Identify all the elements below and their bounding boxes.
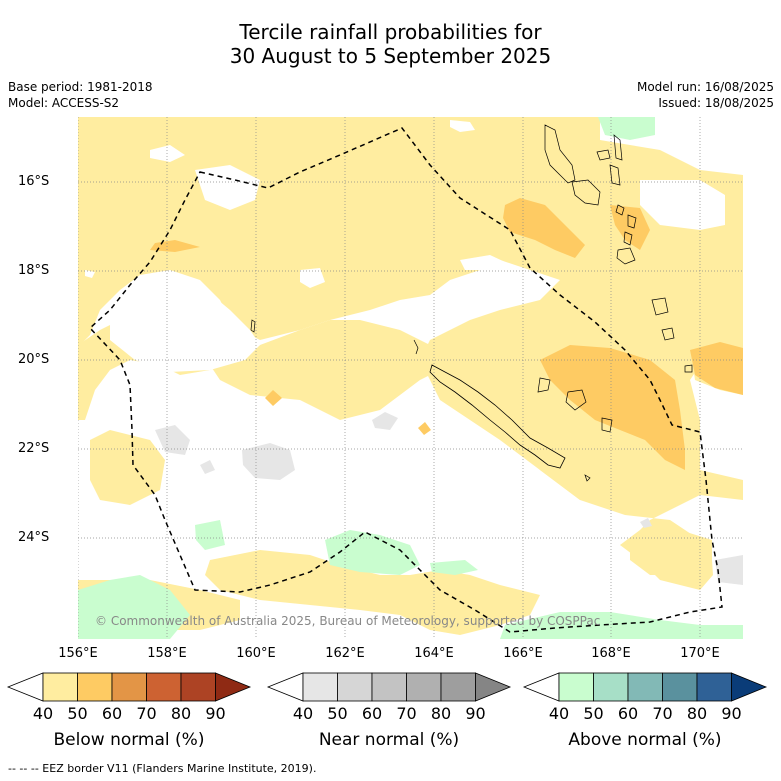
- colorbar-tick: 90: [721, 704, 742, 723]
- colorbar-tick: 40: [548, 704, 570, 723]
- lon-label: 156°E: [58, 646, 98, 661]
- gridlines: [78, 117, 743, 639]
- map-area: [78, 117, 743, 639]
- colorbar-tick: 50: [327, 704, 348, 723]
- colorbar-tick: 40: [292, 704, 314, 723]
- chart-title-line2: 30 August to 5 September 2025: [229, 44, 552, 68]
- eez-border: [88, 127, 723, 633]
- eez-footnote: -- -- -- EEZ border V11 (Flanders Marine…: [8, 762, 317, 775]
- lat-label: 16°S: [18, 174, 50, 189]
- colorbar-tick: 70: [136, 704, 157, 723]
- colorbar-tick: 50: [583, 704, 604, 723]
- colorbar-label-below: Below normal (%): [53, 730, 205, 750]
- colorbar-tick: 40: [32, 704, 54, 723]
- lat-label: 22°S: [18, 441, 50, 456]
- colorbar-tick: 60: [101, 704, 123, 723]
- lon-label: 166°E: [503, 646, 543, 661]
- base-period-text: Base period: 1981-2018: [8, 80, 153, 94]
- model-run-text: Model run: 16/08/2025: [636, 80, 774, 94]
- colorbar-label-above: Above normal (%): [568, 730, 722, 750]
- lon-label: 168°E: [591, 646, 631, 661]
- colorbar-tick: 70: [652, 704, 673, 723]
- lat-label: 18°S: [18, 263, 50, 278]
- below-normal-60-region: [503, 198, 585, 258]
- colorbar-tick: 50: [67, 704, 88, 723]
- near-normal-region: [242, 443, 295, 480]
- colorbar-below: [6, 672, 252, 702]
- colorbar-tick: 90: [205, 704, 226, 723]
- lon-label: 164°E: [414, 646, 454, 661]
- new-caledonia-coastline: [429, 364, 566, 469]
- colorbar-tick: 80: [430, 704, 452, 723]
- model-text: Model: ACCESS-S2: [8, 96, 120, 110]
- lon-label: 158°E: [147, 646, 187, 661]
- colorbar-label-near: Near normal (%): [318, 730, 460, 750]
- vanuatu-coastline: [544, 124, 576, 184]
- issued-text: Issued: 18/08/2025: [658, 96, 774, 110]
- lat-label: 24°S: [18, 530, 50, 545]
- colorbar-tick: 60: [361, 704, 383, 723]
- colorbar-tick: 60: [617, 704, 639, 723]
- colorbar-tick: 80: [686, 704, 708, 723]
- lat-label: 20°S: [18, 352, 50, 367]
- chart-title-line1: Tercile rainfall probabilities for: [239, 20, 542, 44]
- lon-label: 160°E: [236, 646, 276, 661]
- copyright-text: © Commonwealth of Australia 2025, Bureau…: [95, 614, 601, 628]
- colorbar-tick: 80: [170, 704, 192, 723]
- above-normal-region: [598, 117, 655, 140]
- colorbar-tick: 70: [396, 704, 417, 723]
- colorbar-tick: 90: [465, 704, 486, 723]
- lon-label: 162°E: [325, 646, 365, 661]
- lon-label: 170°E: [680, 646, 720, 661]
- colorbar-near: [266, 672, 512, 702]
- colorbar-above: [522, 672, 768, 702]
